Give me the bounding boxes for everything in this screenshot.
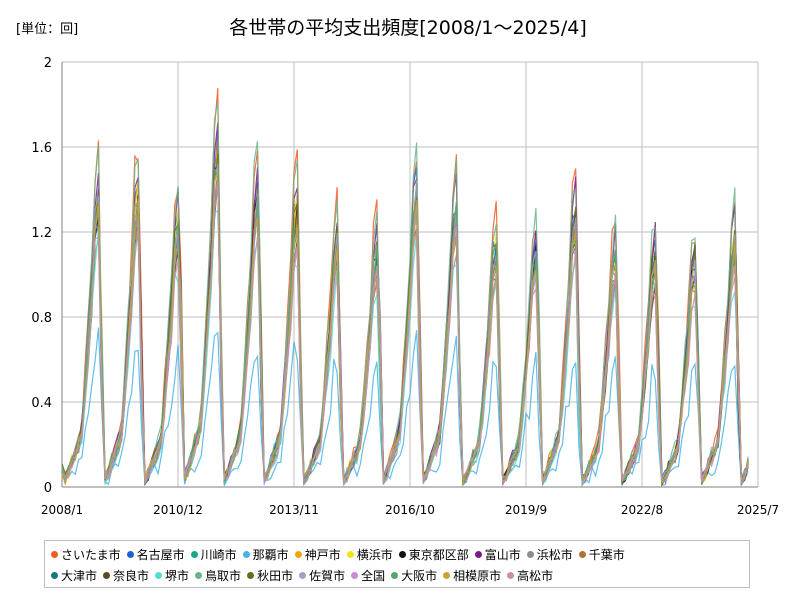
legend-label: 高松市: [517, 568, 554, 583]
legend-item: 千葉市: [578, 545, 625, 563]
legend-marker: [247, 571, 255, 579]
legend-label: 佐賀市: [309, 568, 346, 583]
y-tick-label: 0.4: [31, 396, 52, 411]
x-tick-label: 2022/8: [621, 503, 663, 517]
legend-label: 秋田市: [257, 568, 294, 583]
legend-item: 神戸市: [294, 545, 341, 563]
y-tick-label: 1.2: [31, 226, 52, 241]
legend-label: 相模原市: [453, 568, 502, 583]
legend-item: 堺市: [155, 566, 189, 584]
series-line-15: [61, 153, 749, 486]
series-line-6: [61, 153, 749, 487]
x-tick-label: 2025/7: [737, 503, 779, 517]
y-tick-label: 1.6: [31, 141, 52, 156]
legend-marker: [351, 571, 359, 579]
x-tick-label: 2013/11: [269, 503, 319, 517]
legend-item: 浜松市: [526, 545, 573, 563]
legend-item: 名古屋市: [126, 545, 185, 563]
legend-item: 相模原市: [443, 566, 501, 584]
legend-marker: [299, 571, 307, 579]
legend-label: 川崎市: [200, 547, 237, 562]
legend-label: 東京都区部: [408, 547, 469, 562]
legend-marker: [242, 550, 250, 558]
legend-row-1: さいたま市 名古屋市 川崎市 那覇市 神戸市 横浜市 東京都区部 富山市 浜松市 千葉市: [51, 545, 631, 563]
unit-label: [単位：回]: [16, 21, 78, 37]
legend-marker: [155, 571, 163, 579]
legend-item: 鳥取市: [195, 566, 241, 584]
y-tick-label: 0: [44, 481, 52, 496]
legend-label: さいたま市: [61, 547, 121, 562]
x-tick-label: 2008/1: [41, 503, 83, 517]
y-tick-label: 0.8: [31, 311, 52, 326]
legend-marker: [51, 550, 58, 558]
legend-item: 川崎市: [190, 545, 237, 563]
legend-item: さいたま市: [51, 545, 121, 563]
legend-label: 神戸市: [304, 547, 341, 562]
legend: さいたま市 名古屋市 川崎市 那覇市 神戸市 横浜市 東京都区部 富山市 浜松市 千葉市 大津市奈…: [44, 540, 750, 588]
plot-area: [61, 88, 749, 488]
legend-label: 横浜市: [356, 547, 393, 562]
legend-marker: [578, 550, 586, 558]
legend-item: 奈良市: [103, 566, 149, 584]
legend-row-2: 大津市 奈良市 堺市 鳥取市 秋田市 佐賀市 全国 大阪市 相模原市 高松市: [51, 566, 559, 584]
legend-label: 鳥取市: [205, 568, 242, 583]
legend-item: 東京都区部: [398, 545, 469, 563]
x-tick-label: 2010/12: [153, 503, 203, 517]
gridlines: [61, 61, 759, 488]
legend-label: 富山市: [484, 547, 521, 562]
legend-label: 堺市: [165, 568, 190, 583]
legend-item: 高松市: [507, 566, 553, 584]
x-tick-label: 2016/10: [385, 503, 435, 517]
legend-label: 名古屋市: [136, 547, 185, 562]
legend-marker: [507, 571, 515, 579]
legend-label: 千葉市: [588, 547, 625, 562]
series-line-14: [61, 101, 749, 486]
legend-marker: [443, 571, 451, 579]
legend-label: 全国: [361, 568, 386, 583]
x-tick-labels: 2008/1 2010/12 2013/11 2016/10 2019/9 2022/8 2…: [41, 503, 779, 517]
legend-label: 大阪市: [401, 568, 438, 583]
chart-title: 各世帯の平均支出頻度[2008/1～2025/4]: [229, 17, 587, 39]
y-tick-labels: 0 0.4 0.8 1.2 1.6 2: [31, 56, 52, 496]
legend-item: 那覇市: [242, 545, 289, 563]
legend-item: 横浜市: [346, 545, 393, 563]
legend-marker: [474, 550, 482, 558]
x-tick-label: 2019/9: [505, 503, 547, 517]
legend-label: 大津市: [61, 568, 98, 583]
axes: [61, 62, 758, 488]
legend-marker: [346, 550, 354, 558]
y-tick-label: 2: [44, 56, 52, 71]
legend-item: 大阪市: [391, 566, 437, 584]
legend-item: 全国: [351, 566, 385, 584]
legend-item: 秋田市: [247, 566, 293, 584]
legend-label: 那覇市: [252, 547, 289, 562]
legend-item: 佐賀市: [299, 566, 345, 584]
legend-marker: [103, 571, 111, 579]
series-line-20: [61, 181, 749, 487]
legend-marker: [51, 571, 58, 579]
legend-marker: [294, 550, 302, 558]
legend-label: 浜松市: [536, 547, 573, 562]
legend-item: 富山市: [474, 545, 521, 563]
legend-marker: [190, 550, 198, 558]
legend-marker: [391, 571, 399, 579]
legend-marker: [195, 571, 203, 579]
series-line-4: [61, 327, 749, 487]
legend-item: 大津市: [51, 566, 97, 584]
legend-marker: [126, 550, 134, 558]
legend-marker: [526, 550, 534, 558]
legend-marker: [398, 550, 406, 558]
legend-label: 奈良市: [113, 568, 150, 583]
